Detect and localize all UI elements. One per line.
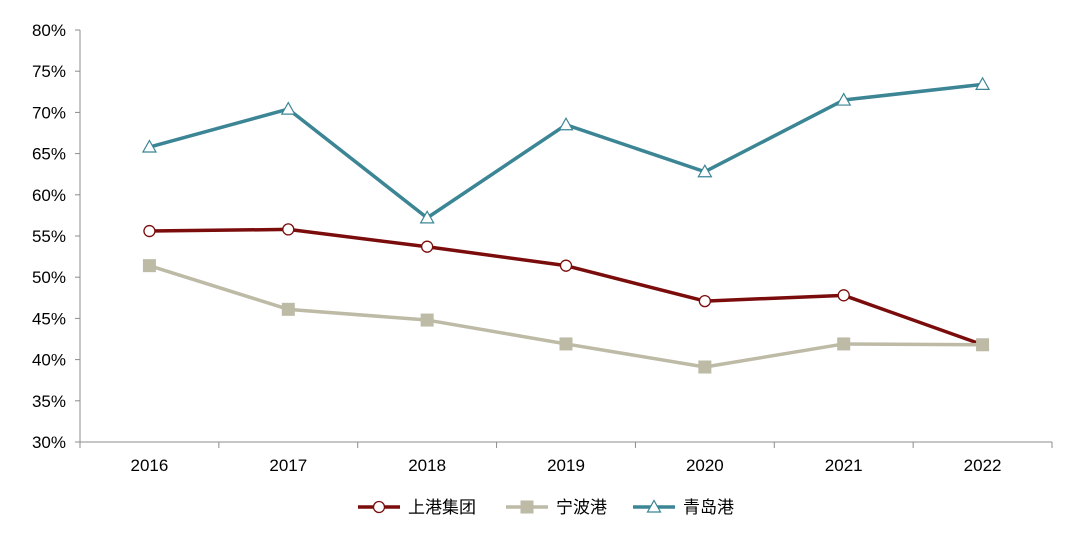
data-point [280,101,296,115]
data-point [698,294,712,308]
legend-swatch-marker [646,499,662,513]
y-tick-label: 65% [32,145,66,164]
data-point [559,259,573,272]
axes: 30% 35% 40% 45% 50% 55% 60% 65% 70% 75% 80% 2016 201… [32,21,1053,475]
y-tick-label: 40% [32,351,66,370]
y-tick-label: 70% [32,103,66,122]
legend-label: 宁波港 [556,498,607,518]
data-point [976,338,990,352]
legend: 上港集团 宁波港 青岛港 [358,498,734,518]
data-point [975,76,991,90]
data-point [419,210,435,224]
y-tick-label: 50% [32,268,66,287]
legend-item-3: 青岛港 [633,498,734,518]
data-point [143,224,156,238]
data-point [420,313,434,327]
data-point [420,240,434,253]
x-tick-label: 2021 [825,456,863,475]
legend-item-2: 宁波港 [506,498,607,518]
x-tick-label: 2020 [686,456,724,475]
y-tick-label: 55% [32,227,66,246]
series-1 [143,223,989,351]
data-point [836,92,852,106]
data-point [559,337,573,351]
series-line [147,227,985,347]
x-tick-label: 2018 [408,456,446,475]
legend-label: 上港集团 [408,498,476,518]
series-2 [142,259,990,374]
y-tick-label: 45% [32,309,66,328]
legend-swatch-marker [520,500,534,514]
data-point [837,337,851,351]
x-tick-label: 2016 [131,456,169,475]
y-tick-label: 35% [32,392,66,411]
series-3 [141,76,991,224]
y-tick-label: 30% [32,433,66,452]
data-point [281,302,295,316]
legend-swatch-marker [372,500,386,514]
series-lines [141,76,991,374]
data-point [282,223,295,236]
legend-label: 青岛港 [683,498,734,518]
y-tick-label: 75% [32,62,66,81]
series-line [147,82,985,220]
series-line [147,263,985,369]
data-point [698,360,712,374]
data-point [558,117,574,131]
data-point [837,289,850,302]
data-point [697,164,713,178]
x-tick-label: 2019 [547,456,585,475]
data-point [141,139,157,153]
y-tick-label: 60% [32,186,66,205]
legend-item-1: 上港集团 [358,498,476,518]
x-tick-label: 2017 [269,456,307,475]
x-tick-label: 2022 [964,456,1002,475]
y-tick-label: 80% [32,21,66,40]
data-point [142,259,156,273]
